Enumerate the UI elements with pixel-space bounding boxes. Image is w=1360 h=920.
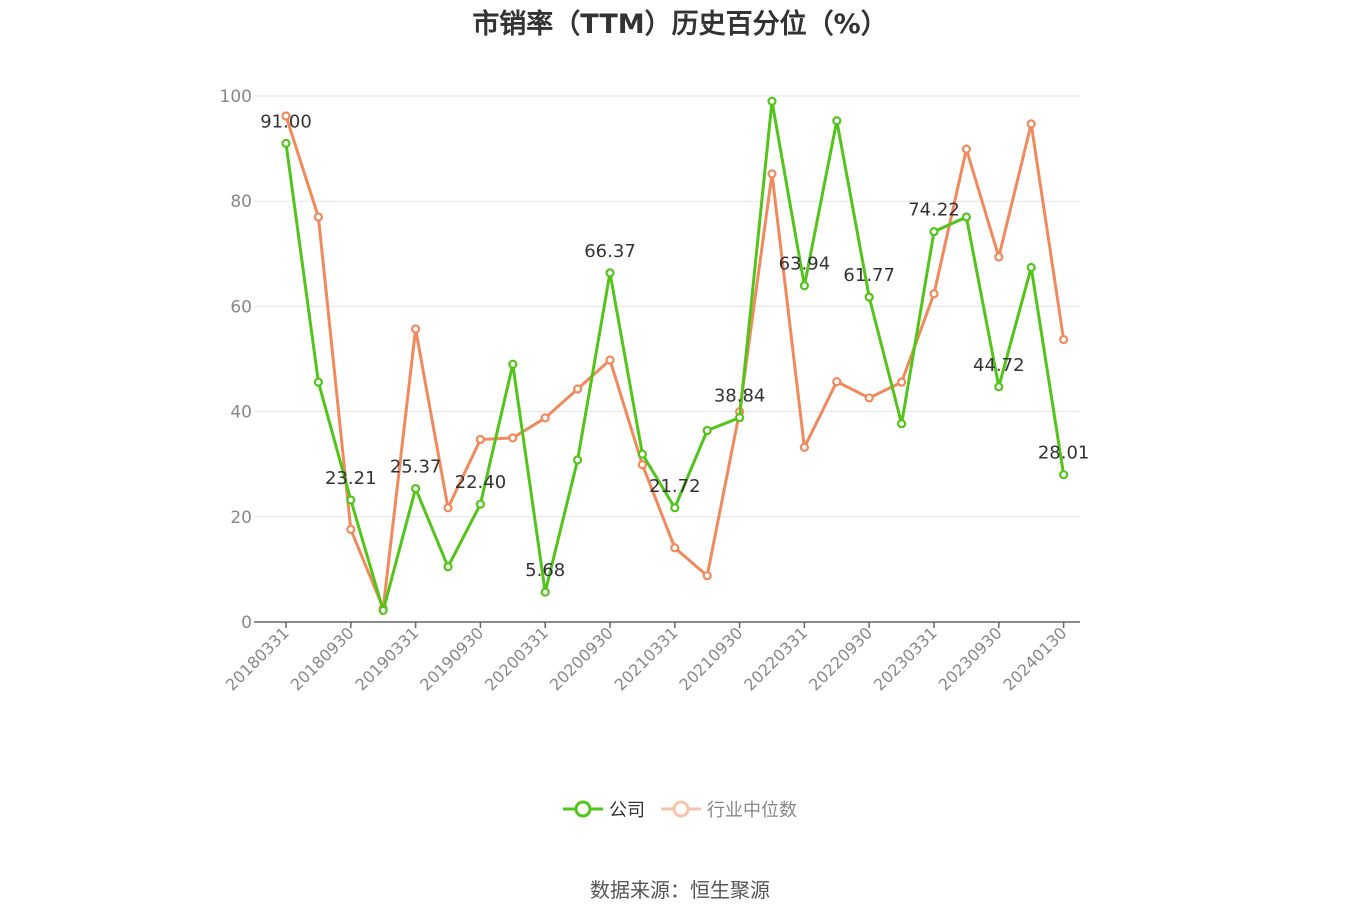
point-company [313,377,323,387]
data-label: 91.00 [260,111,312,132]
point-company [1058,470,1069,480]
point-company [605,268,615,278]
point-industry-median [605,355,615,365]
point-industry-median [670,543,680,553]
x-tick-label: 20200930 [546,623,617,694]
point-industry-median [994,252,1004,262]
point-company [378,605,388,616]
point-industry-median [1058,334,1069,345]
point-industry-median [346,524,356,535]
legend: 公司 行业中位数 [0,796,1360,822]
series-layer [281,96,1069,616]
point-industry-median [929,289,939,299]
point-industry-median [961,144,972,154]
legend-item-industry-median[interactable]: 行业中位数 [661,796,797,822]
data-label: 63.94 [779,254,831,275]
point-company [896,419,907,429]
grid-lines [254,95,1080,518]
data-label: 21.72 [649,476,701,497]
point-company [994,382,1004,392]
x-tick-label: 20200331 [481,623,552,694]
data-label: 61.77 [843,265,895,286]
y-tick-label: 80 [230,192,252,212]
x-tick-label: 20220930 [805,623,876,694]
data-label: 66.37 [584,241,636,262]
point-company [346,495,356,505]
point-company [702,425,712,436]
data-label: 23.21 [325,468,377,489]
data-label: 28.01 [1038,443,1090,464]
line-chart: 0 20 40 60 80 100 201803312018093020190331201… [220,87,1090,694]
data-labels: 91.00 23.21 25.37 22.40 5.68 66.37 21.72 38.84 6… [260,111,1089,581]
legend-label-industry-median: 行业中位数 [707,800,797,821]
point-company [475,499,485,509]
y-tick-label: 0 [241,613,252,633]
point-industry-median [508,433,518,443]
point-industry-median [443,503,453,513]
x-tick-label: 20240130 [999,623,1070,694]
point-industry-median [832,377,842,387]
point-industry-median [313,212,323,222]
y-tick-label: 40 [230,403,252,423]
point-company [508,359,518,369]
x-tick-label: 20190930 [416,623,487,694]
circle-line-icon [661,800,701,818]
point-company [767,96,777,106]
point-industry-median [1026,119,1036,129]
x-tick-label: 20230930 [935,623,1006,694]
point-company [670,503,680,513]
point-company [799,281,810,291]
data-source-note: 数据来源：恒生聚源 [590,878,770,902]
x-tick-label: 20190331 [351,623,422,694]
point-company [281,138,291,148]
y-tick-label: 20 [230,508,252,528]
legend-label-company: 公司 [609,800,645,821]
point-company [734,413,745,423]
point-company [411,483,421,494]
point-company [572,455,583,465]
y-axis: 0 20 40 60 80 100 [220,87,252,633]
point-industry-median [864,393,874,403]
circle-line-icon [563,800,603,818]
point-company [443,562,453,572]
point-industry-median [475,434,485,445]
point-company [637,449,648,459]
data-label: 22.40 [455,472,507,493]
point-company [832,116,842,126]
chart-title: 市销率（TTM）历史百分位（%） [472,9,888,40]
x-tick-label: 20210331 [611,623,682,694]
point-industry-median [767,169,777,179]
point-industry-median [896,377,907,387]
x-tick-label: 20180930 [287,623,358,694]
y-tick-label: 100 [220,87,252,107]
point-industry-median [637,460,648,470]
point-company [961,212,972,222]
data-label: 5.68 [525,560,565,581]
y-tick-label: 60 [230,297,252,317]
legend-item-company[interactable]: 公司 [563,796,645,822]
data-label: 74.22 [908,200,960,221]
point-industry-median [702,571,712,581]
series-line-company [284,99,1066,612]
point-company [540,587,550,597]
point-company [1026,262,1036,273]
x-tick-label: 20220331 [740,623,811,694]
point-industry-median [799,442,810,452]
data-label: 38.84 [714,386,766,407]
data-label: 25.37 [390,457,442,478]
point-industry-median [540,413,550,423]
point-company [864,292,874,302]
x-tick-label: 20210930 [675,623,746,694]
point-industry-median [572,384,583,394]
data-label: 44.72 [973,355,1025,376]
point-industry-median [281,111,291,121]
x-tick-label: 20230331 [870,623,941,694]
x-tick-label: 20180331 [222,623,293,694]
point-company [929,227,939,237]
point-industry-median [411,324,421,334]
x-axis: 2018033120180930201903312019093020200331… [222,621,1080,694]
